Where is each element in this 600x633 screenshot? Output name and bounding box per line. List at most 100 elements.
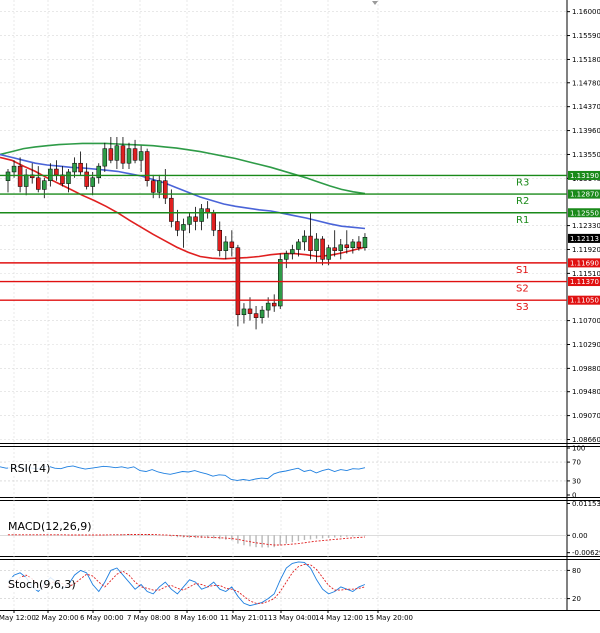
candle-up — [241, 308, 247, 316]
macd-tick-label: 0.011537 — [572, 500, 600, 508]
candle-down — [150, 180, 156, 193]
candle-up — [157, 180, 162, 193]
time-tick-label: 6 May 00:00 — [80, 614, 124, 622]
candle-up — [126, 148, 132, 164]
candle-up — [42, 180, 47, 190]
price-tick-label: 1.09480 — [572, 388, 600, 396]
candle-down — [144, 151, 150, 181]
candle-up — [296, 241, 301, 250]
level-name-s2: S2 — [516, 284, 529, 295]
candle-down — [271, 302, 277, 307]
price-tick-label: 1.16000 — [572, 8, 600, 16]
candle-up — [23, 174, 29, 187]
rsi-line — [0, 465, 366, 481]
rsi-tick-label: 30 — [572, 477, 581, 485]
current-price-label: 1.12113 — [570, 235, 599, 243]
level-price-label: 1.12550 — [570, 209, 599, 217]
level-price-tag — [568, 295, 600, 305]
macd-tick-label: 0.00 — [572, 532, 588, 540]
level-price-tag — [568, 258, 600, 268]
candle-up — [11, 165, 17, 173]
price-tick-label: 1.11510 — [572, 270, 600, 278]
candle-down — [169, 197, 174, 222]
price-tick-label: 1.14370 — [572, 103, 600, 111]
candle-up — [66, 171, 71, 184]
price-tick-label: 1.11920 — [572, 246, 600, 254]
candle-up — [284, 253, 289, 260]
candle-down — [17, 165, 23, 187]
candle-up — [278, 259, 283, 307]
stoch-panel: 80 20 Stoch(9,6,3) — [0, 561, 581, 607]
time-tick-label: 1 May 12:00 — [0, 614, 36, 622]
candle-up — [5, 171, 11, 181]
candle-up — [259, 309, 265, 318]
price-panel: 1.16000 1.15590 1.15180 1.14780 1.14370 1.139… — [0, 0, 600, 610]
candle-up — [90, 177, 95, 187]
candle-up — [302, 235, 307, 243]
candle-up — [290, 249, 295, 254]
time-tick-label: 13 May 04:00 — [268, 614, 316, 622]
stoch-signal-line — [7, 563, 366, 604]
price-tick-label: 1.10700 — [572, 317, 600, 325]
candle-down — [120, 145, 126, 164]
price-tick-label: 1.09880 — [572, 365, 600, 373]
level-name-r2: R2 — [516, 196, 529, 207]
level-price-label: 1.13190 — [570, 172, 599, 180]
candle-up — [187, 216, 192, 225]
candle-up — [326, 247, 331, 260]
time-tick-label: 14 May 12:00 — [315, 614, 363, 622]
level-price-tag — [568, 170, 600, 180]
candle-down — [229, 241, 235, 248]
candle-down — [175, 221, 180, 231]
level-price-tag — [568, 208, 600, 218]
moving-average-line — [0, 156, 366, 260]
rsi-title-bg — [8, 462, 50, 474]
candle-up — [350, 241, 356, 248]
candle-down — [247, 308, 253, 314]
price-tick-label: 1.08660 — [572, 436, 600, 444]
stoch-title: Stoch(9,6,3) — [8, 578, 76, 591]
candle-up — [96, 165, 101, 179]
macd-title: MACD(12,26,9) — [8, 520, 92, 533]
level-price-label: 1.11050 — [570, 297, 599, 305]
time-tick-label: 8 May 16:00 — [174, 614, 218, 622]
level-price-tag — [568, 189, 600, 199]
candle-down — [320, 238, 325, 260]
stoch-title-bg — [6, 577, 70, 590]
time-tick-label: 11 May 21:01 — [220, 614, 268, 622]
candle-up — [138, 151, 144, 161]
price-tick-label: 1.09070 — [572, 412, 600, 420]
candle-down — [54, 168, 59, 176]
candle-down — [108, 148, 114, 161]
candle-down — [60, 174, 65, 184]
candle-up — [114, 145, 120, 161]
stoch-tick-label: 80 — [572, 567, 581, 575]
level-price-tag — [568, 277, 600, 287]
candle-up — [199, 208, 204, 222]
candle-down — [253, 313, 259, 318]
candle-down — [356, 241, 362, 248]
chart-shift-marker — [372, 1, 378, 5]
level-name-r3: R3 — [516, 177, 529, 188]
candle-down — [78, 162, 83, 173]
price-tick-label: 1.10290 — [572, 341, 600, 349]
stoch-tick-label: 20 — [572, 595, 581, 603]
macd-panel: 0.011537 0.00 -0.006297 MACD(12,26,9) — [0, 500, 600, 557]
candle-down — [332, 247, 337, 251]
time-tick-label: 7 May 08:00 — [127, 614, 171, 622]
candle-down — [36, 177, 41, 190]
level-price-label: 1.11370 — [570, 278, 599, 286]
candle-down — [193, 216, 198, 222]
candle-up — [265, 302, 271, 311]
rsi-tick-label: 100 — [572, 445, 585, 453]
candle-down — [344, 244, 350, 248]
level-price-label: 1.11690 — [570, 259, 599, 267]
candle-down — [84, 171, 89, 187]
candle-down — [132, 148, 138, 161]
candle-up — [72, 162, 77, 173]
moving-average-line — [0, 153, 366, 230]
